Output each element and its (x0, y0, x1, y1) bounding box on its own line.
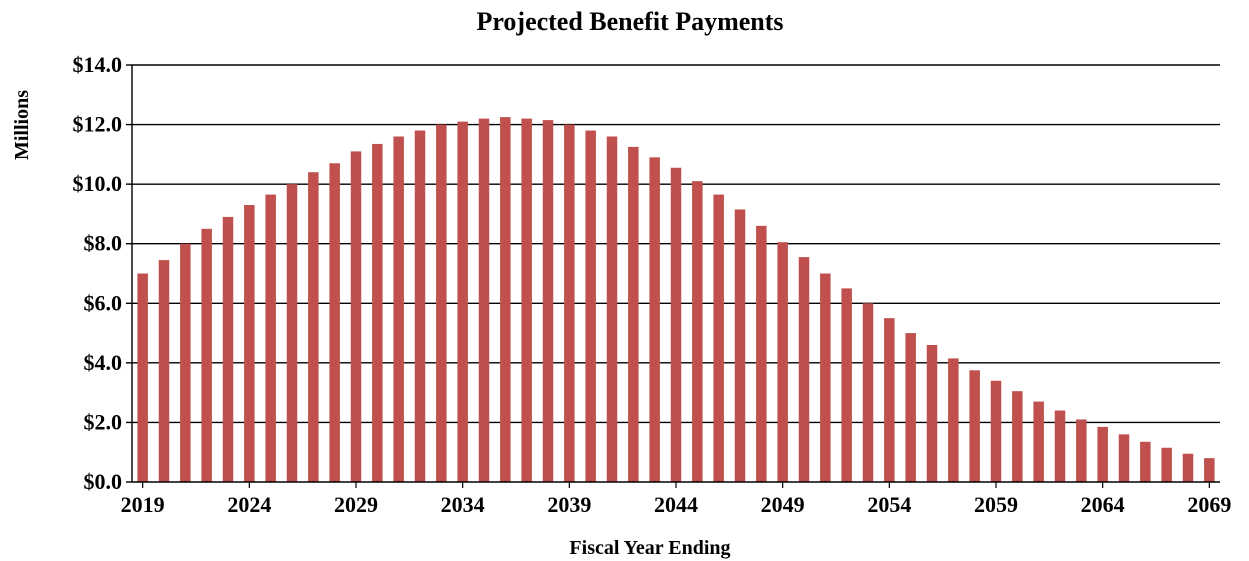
bar (372, 143, 383, 483)
bar (329, 163, 340, 483)
x-tick-label: 2019 (121, 492, 165, 517)
bar (777, 242, 788, 482)
bar (478, 118, 490, 482)
bar (521, 118, 532, 482)
y-axis-label: Millions (11, 90, 33, 160)
bar (585, 130, 596, 482)
bar (670, 167, 682, 482)
bar (841, 288, 852, 482)
bar (542, 120, 554, 482)
bar (180, 243, 191, 482)
bar (1182, 453, 1194, 482)
bar (884, 318, 895, 482)
y-tick-label: $0.0 (84, 469, 123, 494)
x-tick-label: 2029 (334, 492, 378, 517)
bars (137, 117, 1215, 483)
x-tick-label: 2039 (547, 492, 591, 517)
x-tick-label: 2044 (654, 492, 698, 517)
bar (1097, 426, 1108, 482)
bar (137, 273, 148, 482)
x-tick-label: 2034 (441, 492, 485, 517)
bar (1076, 419, 1087, 482)
bar (990, 380, 1002, 482)
bar (1161, 447, 1172, 482)
y-tick-label: $2.0 (84, 409, 123, 434)
bar (1204, 458, 1215, 482)
bar (606, 136, 618, 482)
bar (649, 157, 660, 483)
x-tick-label: 2049 (761, 492, 805, 517)
x-tick-label: 2024 (227, 492, 271, 517)
x-tick-label: 2054 (867, 492, 911, 517)
bar (820, 273, 831, 482)
bar (201, 228, 212, 482)
bar (350, 151, 362, 482)
chart-title: Projected Benefit Payments (476, 7, 783, 36)
y-tick-label: $14.0 (73, 52, 123, 77)
bar (692, 181, 703, 482)
bar (393, 136, 404, 482)
bar (457, 121, 468, 482)
x-tick-labels: 2019 2024 2029 2034 2039 2044 2049 2054 2059 2064… (121, 492, 1232, 517)
bar (1033, 401, 1044, 482)
bar (414, 130, 426, 482)
x-tick-label: 2064 (1081, 492, 1125, 517)
bar (628, 146, 639, 483)
y-tick-labels: $0.0 $2.0 $4.0 $6.0 $8.0 $10.0 $12.0 $14.0 (73, 52, 123, 494)
y-tick-label: $12.0 (73, 112, 123, 137)
bar (905, 333, 916, 482)
bar (244, 204, 255, 482)
bar (436, 124, 447, 483)
bar (265, 194, 276, 482)
bar (500, 117, 511, 482)
bar (1118, 434, 1130, 482)
x-axis-label: Fiscal Year Ending (569, 537, 730, 559)
bar (798, 257, 810, 482)
bar (734, 209, 746, 483)
y-tick-label: $6.0 (84, 290, 123, 315)
bar (926, 344, 938, 482)
bar (969, 370, 980, 482)
bar (286, 184, 298, 482)
bar (862, 303, 874, 482)
bar (713, 194, 724, 482)
x-tick-label: 2059 (974, 492, 1018, 517)
bar (756, 225, 767, 483)
bar (308, 172, 319, 482)
y-tick-label: $4.0 (84, 350, 123, 375)
bar (564, 124, 575, 483)
bar (948, 358, 959, 482)
bar (1012, 391, 1023, 482)
y-tick-label: $10.0 (73, 171, 123, 196)
axes (126, 64, 1220, 488)
y-tick-label: $8.0 (84, 231, 123, 256)
bar (1140, 441, 1151, 482)
bar (158, 260, 170, 482)
x-tick-label: 2069 (1187, 492, 1231, 517)
bar (1054, 410, 1066, 482)
bar (222, 216, 234, 482)
